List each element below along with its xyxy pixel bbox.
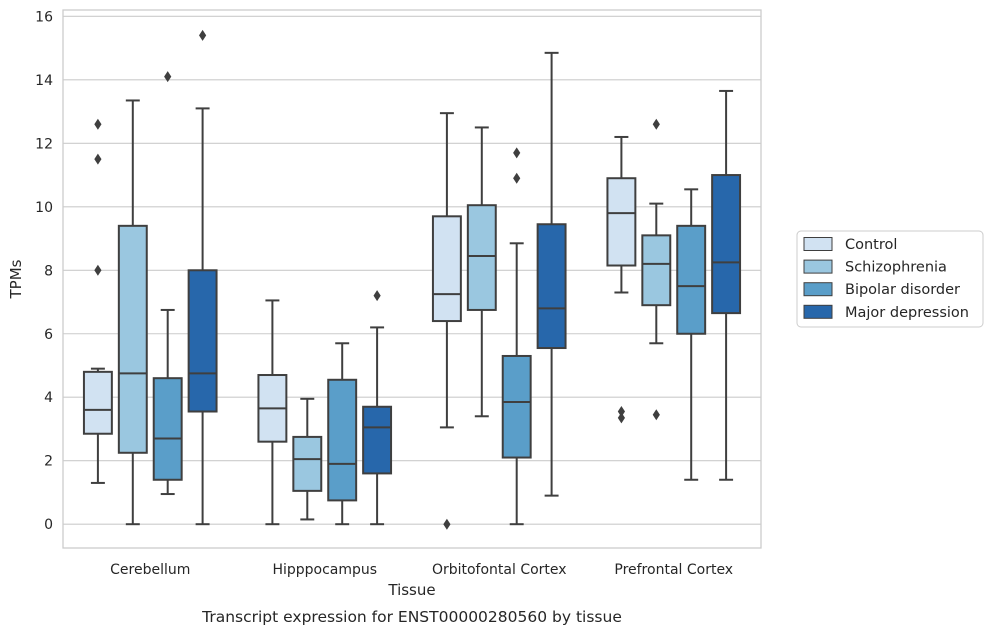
box-body (466, 204, 497, 311)
box-body (711, 174, 742, 315)
box-2-0 (431, 112, 462, 530)
legend-label: Schizophrenia (845, 260, 947, 276)
box-body (536, 223, 567, 350)
y-tick-label: 12 (35, 136, 53, 152)
outlier-marker (443, 518, 451, 530)
box-1-2 (327, 342, 358, 526)
outlier-marker (652, 118, 660, 130)
box-1-1 (292, 397, 323, 521)
outlier-marker (94, 153, 102, 165)
y-tick-labels: 0 2 4 6 8 10 12 14 16 (35, 9, 53, 533)
legend-label: Bipolar disorder (845, 282, 960, 298)
box-body (362, 405, 393, 475)
y-tick-label: 14 (35, 73, 53, 89)
y-tick-label: 2 (44, 454, 53, 470)
outlier-marker (94, 118, 102, 130)
box-body (82, 370, 113, 435)
box-2-3 (536, 51, 567, 497)
box-1-0 (257, 299, 288, 526)
box-groups (82, 29, 742, 530)
plot-frame (62, 9, 762, 549)
box-body (431, 215, 462, 323)
y-tick-label: 10 (35, 200, 53, 216)
outlier-marker (617, 412, 625, 424)
box-3-0 (606, 135, 637, 424)
box-body (501, 354, 532, 459)
outlier-marker (513, 147, 521, 159)
box-0-0 (82, 118, 113, 484)
legend-label: Major depression (845, 305, 969, 321)
x-tick-label: Orbitofontal Cortex (432, 562, 567, 578)
outlier-marker (513, 172, 521, 184)
legend-label: Control (845, 237, 897, 253)
box-3-3 (711, 89, 742, 481)
box-body (292, 435, 323, 492)
y-axis-label: TPMs (7, 259, 25, 299)
box-0-3 (187, 29, 218, 526)
box-body (117, 224, 148, 454)
x-tick-labels: Cerebellum Hipppocampus Orbitofontal Corte… (110, 562, 733, 578)
y-tick-label: 16 (35, 9, 53, 25)
legend-swatch (803, 304, 833, 319)
outlier-marker (94, 264, 102, 276)
box-body (327, 378, 358, 502)
y-tick-label: 6 (44, 327, 53, 343)
box-body (676, 224, 707, 335)
legend-frame (796, 230, 984, 328)
box-0-1 (117, 99, 148, 526)
chart-caption: Transcript expression for ENST0000028056… (201, 608, 622, 626)
box-body (606, 177, 637, 267)
box-3-1 (641, 118, 672, 421)
box-body (152, 377, 183, 481)
outlier-marker (617, 406, 625, 418)
x-tick-label: Cerebellum (110, 562, 190, 578)
box-1-3 (362, 290, 393, 526)
box-0-2 (152, 71, 183, 496)
y-tick-label: 0 (44, 517, 53, 533)
legend: Control Schizophrenia Bipolar disorder Majo… (796, 230, 984, 328)
legend-swatch (803, 237, 833, 251)
legend-swatch (803, 259, 833, 274)
y-tick-label: 8 (44, 263, 53, 279)
x-tick-label: Hipppocampus (272, 562, 377, 578)
outlier-marker (373, 290, 381, 302)
y-tick-label: 4 (44, 390, 53, 406)
box-body (641, 234, 672, 307)
outlier-marker (199, 29, 207, 41)
x-tick-label: Prefrontal Cortex (614, 562, 733, 578)
box-2-2 (501, 147, 532, 526)
outlier-marker (164, 71, 172, 83)
box-body (187, 269, 218, 413)
legend-swatch (803, 282, 833, 297)
x-axis-label: Tissue (387, 581, 435, 599)
outlier-marker (652, 409, 660, 421)
box-2-1 (466, 126, 497, 418)
box-3-2 (676, 188, 707, 481)
